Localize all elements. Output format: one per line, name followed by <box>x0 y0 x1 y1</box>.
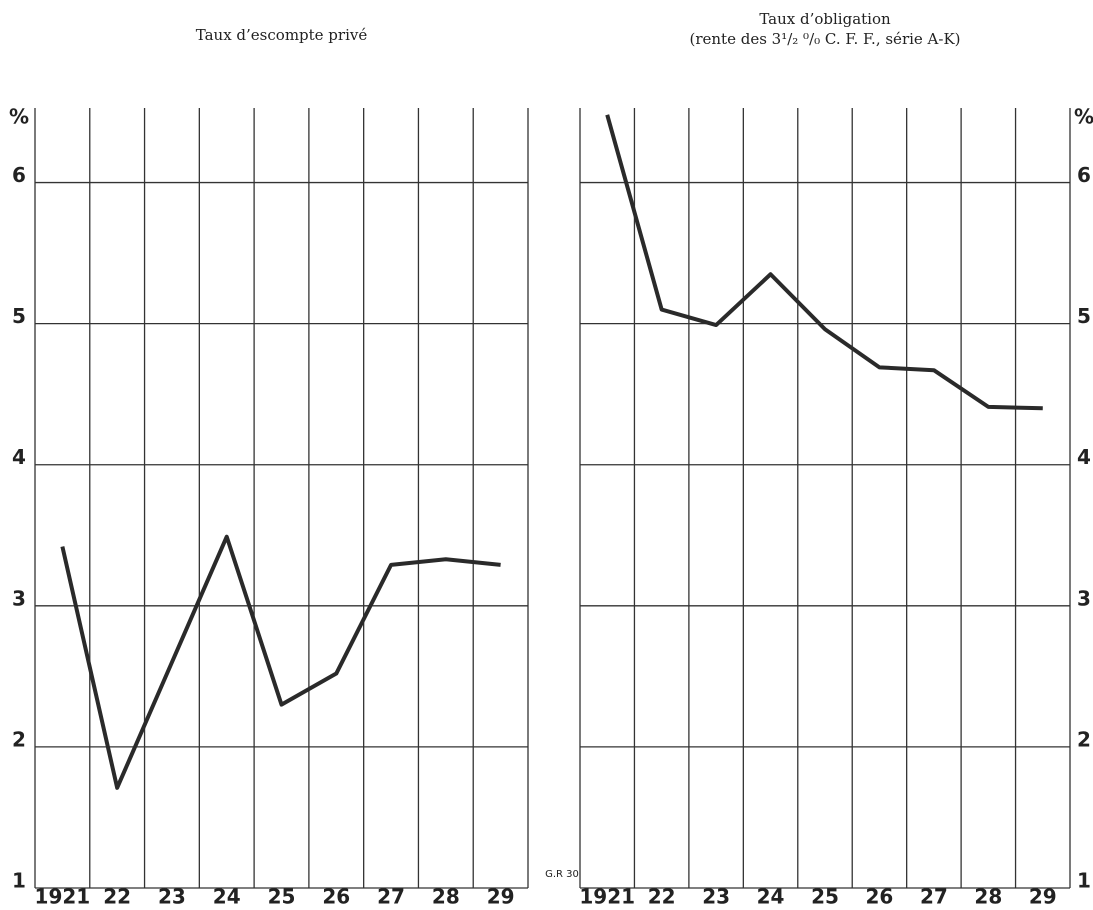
x-tick-label: 29 <box>487 885 515 909</box>
y-tick-label: 3 <box>1077 586 1091 610</box>
y-tick-label: 6 <box>12 163 26 187</box>
y-tick-label: 6 <box>1077 163 1091 187</box>
x-tick-label: 28 <box>974 885 1002 909</box>
y-unit: % <box>9 105 29 129</box>
x-tick-label: 29 <box>1029 885 1057 909</box>
data-line <box>60 534 501 790</box>
y-tick-label: 5 <box>1077 304 1091 328</box>
x-tick-label: 28 <box>432 885 460 909</box>
x-tick-label: 24 <box>213 885 241 909</box>
y-tick-label: 1 <box>1077 869 1091 893</box>
y-tick-label: 1 <box>12 869 26 893</box>
y-tick-label: 5 <box>12 304 26 328</box>
x-tick-label: 23 <box>702 885 730 909</box>
x-tick-label: 27 <box>377 885 405 909</box>
y-unit: % <box>1074 105 1093 129</box>
x-tick-label: 25 <box>811 885 839 909</box>
chart-title: Taux d’escompte privé <box>196 26 368 44</box>
data-line <box>605 114 1043 411</box>
x-tick-label: 22 <box>103 885 131 909</box>
y-tick-label: 2 <box>12 727 26 751</box>
annotation: G.R 30 <box>545 869 579 880</box>
y-tick-label: 3 <box>12 586 26 610</box>
x-tick-label: 26 <box>866 885 894 909</box>
x-tick-label: 25 <box>268 885 296 909</box>
y-tick-label: 4 <box>12 445 26 469</box>
y-tick-label: 2 <box>1077 727 1091 751</box>
chart-subtitle: (rente des 3¹/₂ ⁰/₀ C. F. F., série A-K) <box>689 30 960 48</box>
x-tick-label: 22 <box>648 885 676 909</box>
x-tick-label: 1921 <box>579 885 635 909</box>
x-tick-label: 24 <box>757 885 785 909</box>
x-tick-label: 27 <box>920 885 948 909</box>
chart-title: Taux d’obligation <box>759 10 891 28</box>
x-tick-label: 1921 <box>35 885 91 909</box>
x-tick-label: 26 <box>322 885 350 909</box>
y-tick-label: 4 <box>1077 445 1091 469</box>
x-tick-label: 23 <box>158 885 186 909</box>
